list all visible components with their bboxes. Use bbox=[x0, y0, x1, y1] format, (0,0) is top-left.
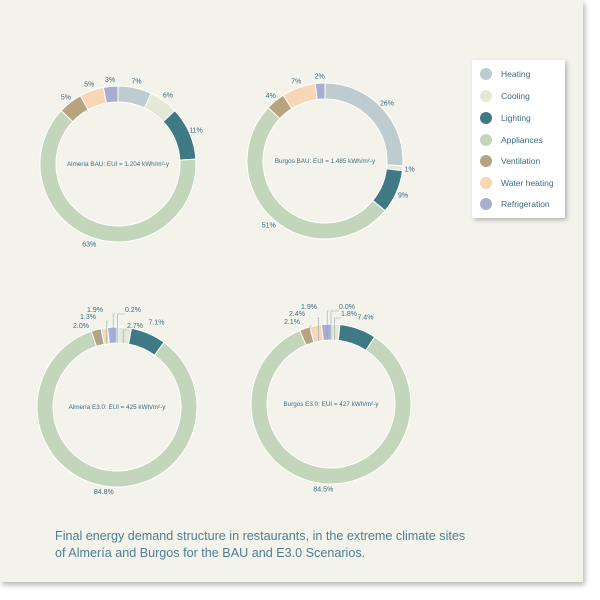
legend-swatch-heating bbox=[480, 68, 492, 80]
caption-line-1: Final energy demand structure in restaur… bbox=[55, 529, 466, 543]
leader-line bbox=[317, 317, 319, 342]
data-label: 7% bbox=[291, 79, 301, 86]
legend-swatch-water-heating bbox=[480, 177, 492, 189]
legend-swatch-lighting bbox=[480, 112, 492, 124]
leader-line bbox=[106, 320, 108, 344]
donut-almeria-e30: 0.2% 2.7% 2.0% 1.3%1.9% 7.1% 84.8% Almería E3.… bbox=[36, 307, 198, 496]
leader-line bbox=[326, 310, 329, 341]
legend-item-appliances: Appliances bbox=[480, 132, 543, 148]
data-label: 84.8% bbox=[94, 489, 114, 496]
donut-burgos-e30: 0.0%1.8% 2.1%2.4%1.9% 7.4% 84.5% Burgos E3.0… bbox=[250, 304, 412, 494]
slice-refrigeration bbox=[320, 323, 332, 342]
leader-line bbox=[117, 313, 125, 344]
legend-item-ventilation: Ventilation bbox=[480, 153, 540, 169]
data-label: 5% bbox=[61, 94, 71, 101]
legend: Heating Cooling Lighting Appliances Vent… bbox=[472, 60, 565, 218]
data-label: 2.7% bbox=[127, 323, 143, 330]
slice-refrigeration bbox=[106, 326, 118, 345]
legend-item-lighting: Lighting bbox=[480, 110, 531, 126]
data-label: 0.0% bbox=[339, 304, 355, 311]
data-label: 7.4% bbox=[357, 314, 373, 321]
leader-line bbox=[330, 310, 339, 340]
slice-appliances bbox=[246, 106, 386, 240]
legend-swatch-refrigeration bbox=[480, 198, 492, 210]
slice-refrigeration bbox=[314, 82, 326, 101]
donut-burgos-bau: 26% 1% 9% 51% 4% 7% 2% Burgos BAU: EUI = 1.485 … bbox=[246, 74, 415, 240]
slice-heating bbox=[324, 82, 404, 167]
leader-line bbox=[309, 325, 312, 344]
legend-swatch-ventilation bbox=[480, 155, 492, 167]
slice-refrigeration bbox=[102, 85, 119, 104]
data-label: 9% bbox=[398, 192, 408, 199]
legend-item-refrigeration: Refrigeration bbox=[480, 196, 550, 212]
data-label: 2.1% bbox=[284, 319, 300, 326]
figure-caption: Final energy demand structure in restaur… bbox=[55, 528, 565, 562]
leader-line bbox=[334, 317, 341, 341]
data-label: 3% bbox=[105, 77, 115, 84]
data-label: 1.9% bbox=[87, 307, 103, 314]
data-label: 6% bbox=[163, 93, 173, 100]
data-label: 84.5% bbox=[313, 487, 333, 494]
leader-line bbox=[100, 329, 101, 346]
data-label: 1.9% bbox=[301, 304, 317, 311]
legend-item-cooling: Cooling bbox=[480, 88, 530, 104]
data-label: 1.3% bbox=[80, 314, 96, 321]
legend-label-appliances: Appliances bbox=[501, 135, 543, 145]
data-label: 5% bbox=[84, 82, 94, 89]
chart-title: Burgos BAU: EUI = 1.485 kWh/m²-y bbox=[275, 158, 376, 165]
caption-line-2: of Almería and Burgos for the BAU and E3… bbox=[55, 546, 366, 560]
data-label: 0.2% bbox=[125, 307, 141, 314]
donut-charts: 7% 6% 11% 63% 5% 5% 3% Almería BAU: EUI = 1.204… bbox=[36, 74, 415, 496]
data-label: 26% bbox=[380, 100, 394, 107]
legend-label-water-heating: Water heating bbox=[501, 178, 554, 188]
legend-label-lighting: Lighting bbox=[501, 113, 531, 123]
legend-label-cooling: Cooling bbox=[501, 91, 530, 101]
legend-item-heating: Heating bbox=[480, 66, 530, 82]
chart-title: Almería BAU: EUI = 1.204 kWh/m²-y bbox=[67, 161, 170, 168]
slice-lighting bbox=[162, 109, 197, 161]
figure-panel: 7% 6% 11% 63% 5% 5% 3% Almería BAU: EUI = 1.204… bbox=[0, 0, 583, 582]
data-label: 7% bbox=[131, 79, 141, 86]
legend-swatch-cooling bbox=[480, 90, 492, 102]
legend-label-refrigeration: Refrigeration bbox=[501, 199, 550, 209]
data-label: 7.1% bbox=[148, 319, 164, 326]
chart-title: Almería E3.0: EUI = 425 kWh/m²-y bbox=[69, 404, 167, 411]
legend-swatch-appliances bbox=[480, 134, 492, 146]
chart-title: Burgos E3.0: EUI = 427 kWh/m²-y bbox=[283, 401, 379, 408]
slice-appliances bbox=[36, 330, 198, 488]
leader-line bbox=[122, 329, 127, 344]
data-label: 2.4% bbox=[289, 311, 305, 318]
data-label: 4% bbox=[266, 93, 276, 100]
data-label: 2% bbox=[315, 74, 325, 81]
data-label: 11% bbox=[189, 128, 203, 135]
slice-appliances bbox=[250, 329, 412, 485]
leader-line bbox=[112, 313, 115, 344]
donut-almeria-bau: 7% 6% 11% 63% 5% 5% 3% Almería BAU: EUI = 1.204… bbox=[39, 77, 203, 248]
data-label: 51% bbox=[262, 222, 276, 229]
data-label: 63% bbox=[82, 241, 96, 248]
data-label: 1.8% bbox=[341, 311, 357, 318]
legend-label-ventilation: Ventilation bbox=[501, 156, 541, 166]
data-label: 2.0% bbox=[73, 323, 89, 330]
legend-item-water-heating: Water heating bbox=[480, 175, 554, 191]
data-label: 1% bbox=[405, 166, 415, 173]
legend-label-heating: Heating bbox=[501, 69, 531, 79]
